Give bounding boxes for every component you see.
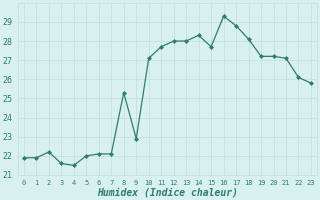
X-axis label: Humidex (Indice chaleur): Humidex (Indice chaleur) xyxy=(97,187,238,197)
